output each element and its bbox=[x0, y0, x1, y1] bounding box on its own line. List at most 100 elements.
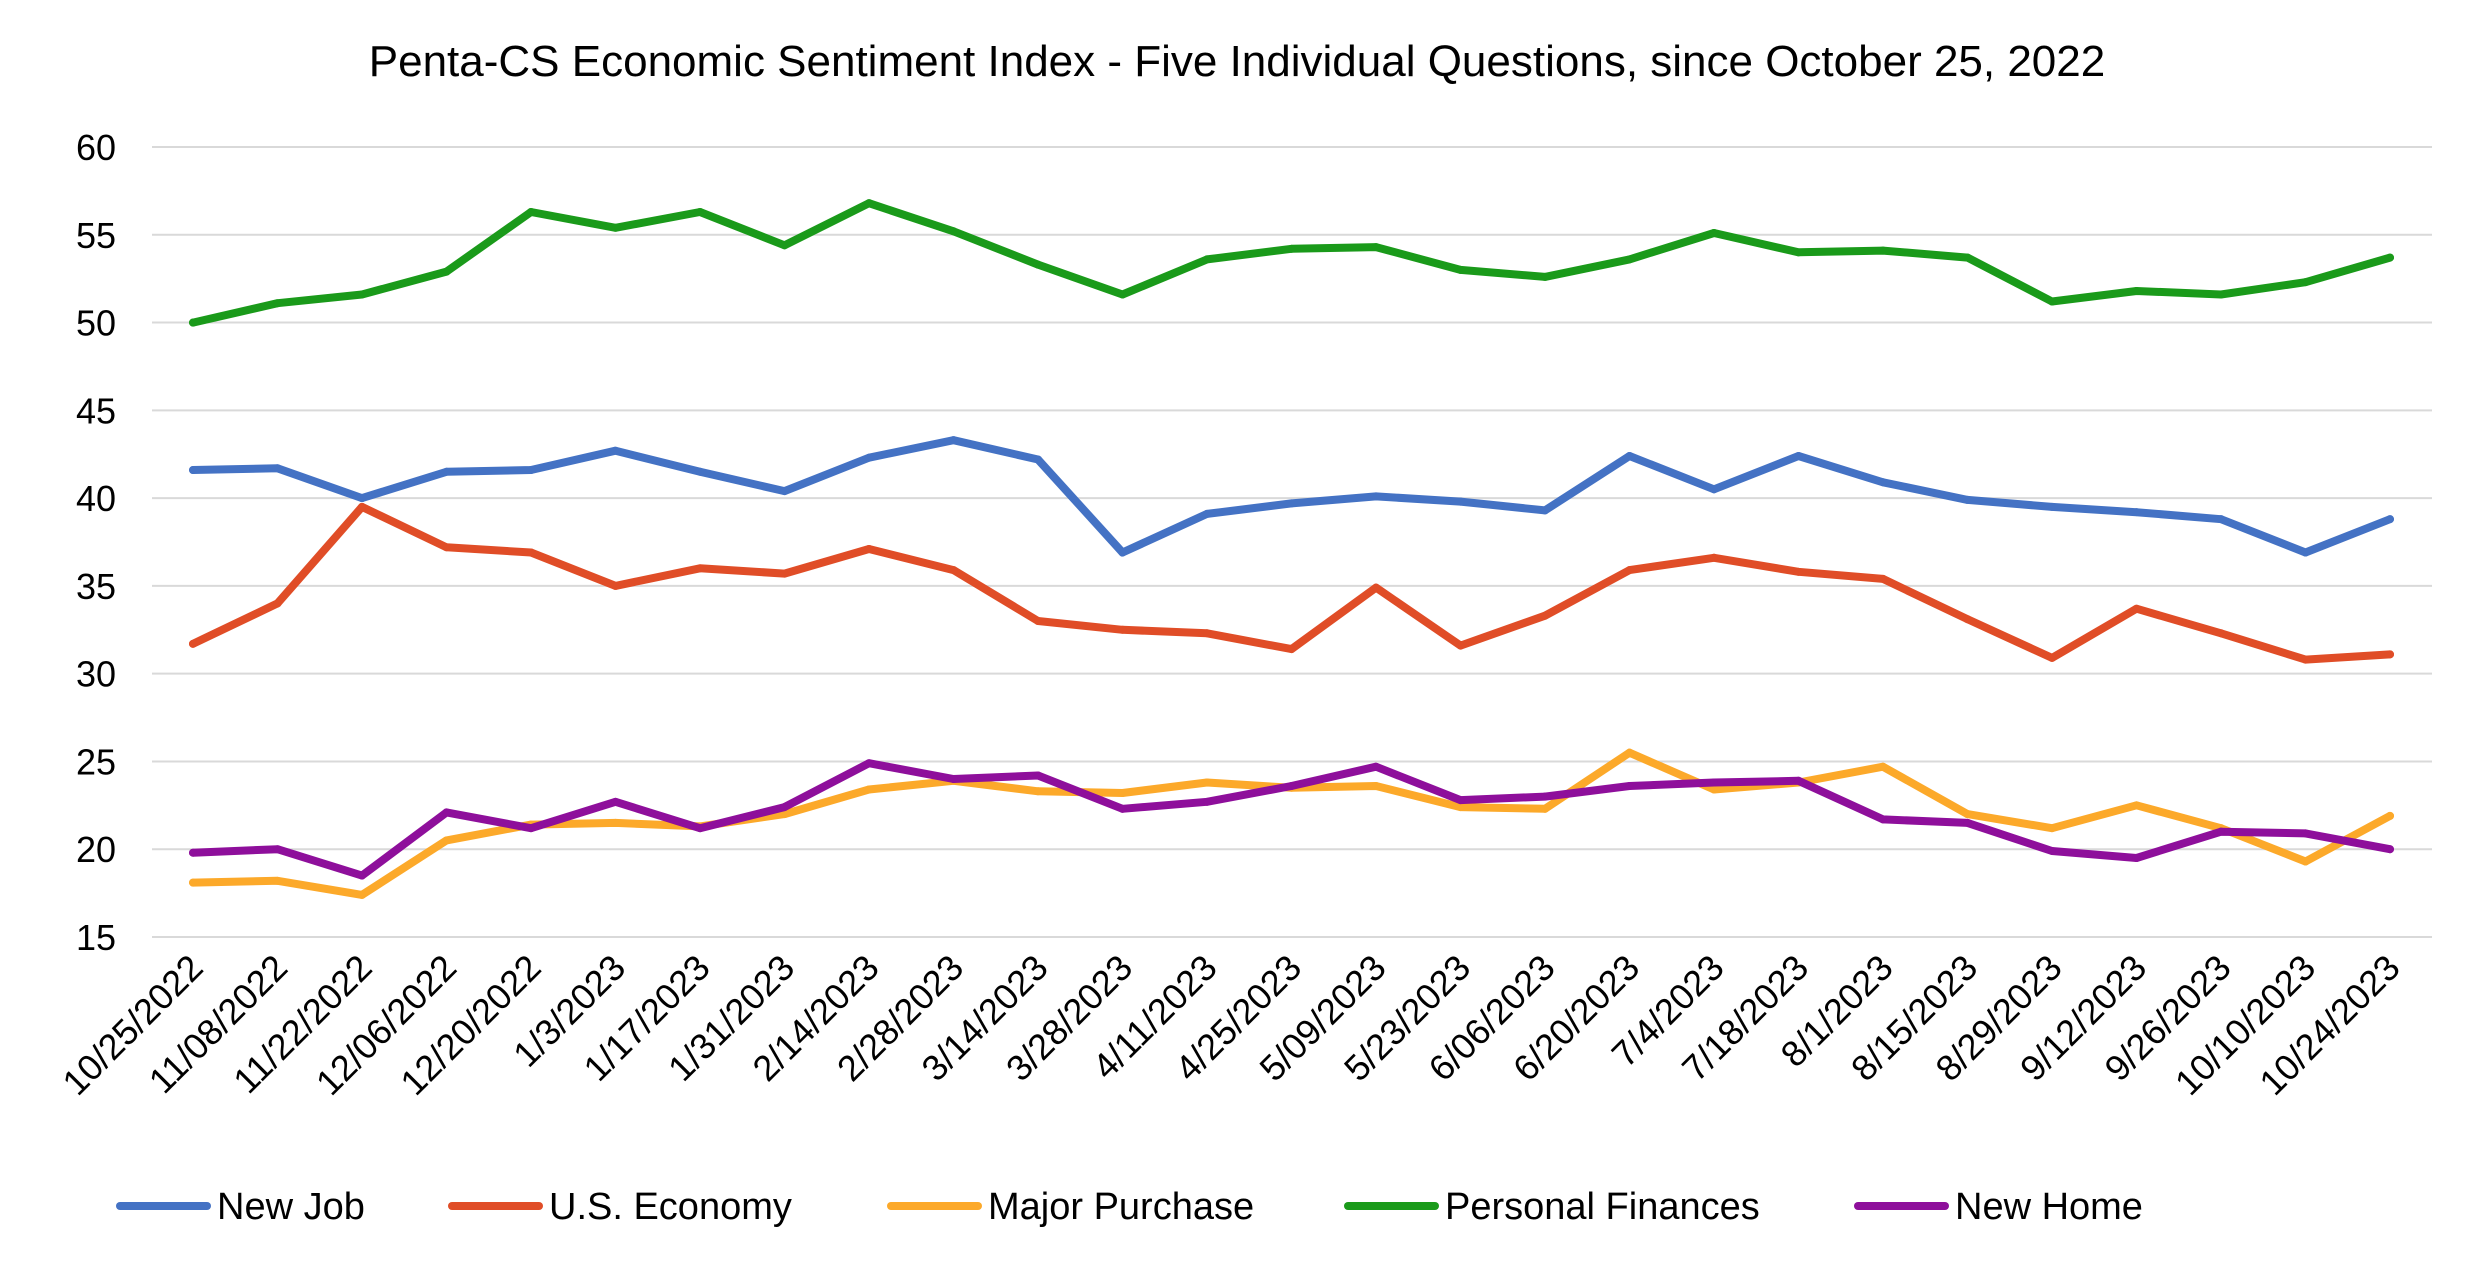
chart-title: Penta-CS Economic Sentiment Index - Five… bbox=[369, 37, 2105, 86]
data-point-major-purchase bbox=[2386, 811, 2394, 820]
data-point-personal-finances bbox=[696, 207, 704, 216]
data-point-new-home bbox=[1034, 771, 1042, 780]
x-axis-ticks: 10/25/202211/08/202211/22/202212/06/2022… bbox=[54, 947, 2407, 1103]
series-line-new-job bbox=[189, 436, 2394, 557]
data-point-new-job bbox=[611, 446, 620, 455]
data-point-major-purchase bbox=[1963, 810, 1972, 819]
y-tick-label: 55 bbox=[76, 215, 116, 256]
data-point-major-purchase bbox=[273, 876, 282, 885]
data-point-new-home bbox=[189, 848, 197, 857]
data-point-u-s-economy bbox=[1287, 645, 1296, 654]
data-point-new-job bbox=[1287, 499, 1296, 508]
data-point-new-job bbox=[780, 487, 789, 496]
data-point-personal-finances bbox=[2048, 297, 2056, 306]
data-point-personal-finances bbox=[865, 199, 873, 208]
legend-item-u-s-economy: U.S. Economy bbox=[448, 1186, 792, 1228]
data-point-personal-finances bbox=[1879, 246, 1887, 255]
data-point-new-job bbox=[2132, 508, 2141, 517]
data-point-major-purchase bbox=[611, 818, 620, 827]
data-point-new-job bbox=[696, 467, 704, 476]
data-point-u-s-economy bbox=[2132, 604, 2141, 613]
data-point-new-home bbox=[442, 808, 451, 817]
data-point-major-purchase bbox=[1456, 803, 1465, 812]
data-point-new-job bbox=[189, 466, 197, 475]
data-point-major-purchase bbox=[2301, 857, 2310, 866]
legend-label: Personal Finances bbox=[1445, 1186, 1760, 1228]
data-point-personal-finances bbox=[189, 318, 197, 327]
data-point-new-job bbox=[1794, 451, 1803, 460]
data-point-new-home bbox=[1541, 792, 1549, 801]
data-point-u-s-economy bbox=[696, 564, 704, 573]
data-point-u-s-economy bbox=[2217, 629, 2225, 638]
data-point-new-job bbox=[1625, 451, 1634, 460]
data-point-personal-finances bbox=[442, 267, 451, 276]
data-point-personal-finances bbox=[780, 241, 789, 250]
data-point-new-job bbox=[2217, 515, 2225, 524]
data-point-u-s-economy bbox=[1794, 567, 1803, 576]
data-point-new-job bbox=[442, 467, 451, 476]
data-point-personal-finances bbox=[273, 299, 282, 308]
data-point-u-s-economy bbox=[1372, 583, 1380, 592]
data-point-new-home bbox=[2301, 829, 2310, 838]
y-tick-label: 15 bbox=[76, 917, 116, 958]
y-axis-ticks: 15 20 25 30 35 40 45 50 55 60 bbox=[76, 127, 116, 958]
data-point-u-s-economy bbox=[1456, 641, 1465, 650]
data-point-u-s-economy bbox=[865, 545, 873, 554]
data-point-personal-finances bbox=[1710, 229, 1718, 238]
data-point-personal-finances bbox=[1034, 260, 1042, 269]
data-point-u-s-economy bbox=[1625, 566, 1634, 575]
data-point-new-job bbox=[1203, 509, 1211, 518]
data-point-new-home bbox=[1372, 762, 1380, 771]
y-tick-label: 60 bbox=[76, 127, 116, 168]
gridlines bbox=[152, 146, 2432, 938]
data-point-new-home bbox=[1456, 796, 1465, 805]
data-point-major-purchase bbox=[2048, 824, 2056, 833]
data-point-u-s-economy bbox=[780, 569, 789, 578]
data-point-major-purchase bbox=[1879, 762, 1887, 771]
data-point-new-job bbox=[2048, 502, 2056, 511]
data-point-personal-finances bbox=[1794, 248, 1803, 257]
data-point-new-home bbox=[1794, 776, 1803, 785]
data-point-major-purchase bbox=[1541, 804, 1549, 813]
data-point-new-job bbox=[1879, 478, 1887, 487]
data-point-personal-finances bbox=[358, 290, 366, 299]
data-point-major-purchase bbox=[1203, 778, 1211, 787]
data-point-u-s-economy bbox=[1203, 629, 1211, 638]
y-tick-label: 20 bbox=[76, 829, 116, 870]
data-point-personal-finances bbox=[1118, 290, 1127, 299]
data-point-personal-finances bbox=[1625, 255, 1634, 264]
series-line-new-home bbox=[189, 759, 2394, 880]
legend-item-new-home: New Home bbox=[1854, 1186, 2143, 1228]
data-point-personal-finances bbox=[1541, 272, 1549, 281]
legend-label: New Home bbox=[1955, 1186, 2143, 1228]
data-point-major-purchase bbox=[1372, 782, 1380, 791]
data-point-personal-finances bbox=[2132, 286, 2141, 295]
data-point-new-home bbox=[2048, 846, 2056, 855]
legend-item-major-purchase: Major Purchase bbox=[887, 1186, 1254, 1228]
data-point-major-purchase bbox=[780, 810, 789, 819]
y-tick-label: 25 bbox=[76, 741, 116, 782]
data-point-major-purchase bbox=[2132, 801, 2141, 810]
data-point-u-s-economy bbox=[611, 581, 620, 590]
data-point-new-job bbox=[1372, 492, 1380, 501]
data-point-u-s-economy bbox=[949, 566, 958, 575]
data-point-personal-finances bbox=[949, 227, 958, 236]
data-point-u-s-economy bbox=[1879, 574, 1887, 583]
data-point-personal-finances bbox=[1456, 265, 1465, 274]
data-point-new-job bbox=[949, 436, 958, 445]
data-point-u-s-economy bbox=[2048, 653, 2056, 662]
data-point-new-job bbox=[1034, 455, 1042, 464]
legend-label: New Job bbox=[217, 1186, 365, 1228]
data-point-u-s-economy bbox=[2301, 655, 2310, 664]
data-point-u-s-economy bbox=[1710, 553, 1718, 562]
data-point-personal-finances bbox=[2217, 290, 2225, 299]
data-point-new-home bbox=[2217, 827, 2225, 836]
data-point-new-job bbox=[273, 464, 282, 473]
data-point-major-purchase bbox=[1118, 789, 1127, 798]
data-point-major-purchase bbox=[1034, 787, 1042, 796]
data-point-new-home bbox=[949, 775, 958, 783]
legend-item-personal-finances: Personal Finances bbox=[1344, 1186, 1760, 1228]
legend-label: Major Purchase bbox=[988, 1186, 1254, 1228]
legend: New Job U.S. Economy Major Purchase Persona… bbox=[116, 1186, 2143, 1228]
